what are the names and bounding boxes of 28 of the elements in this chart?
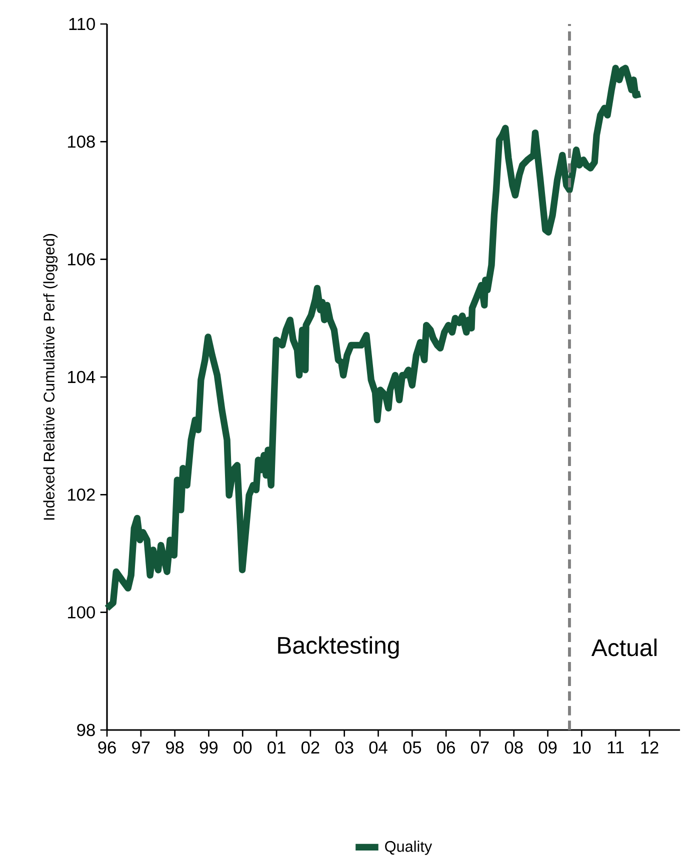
x-tick-label: 11	[608, 741, 624, 754]
y-tick-label: 104	[68, 370, 96, 384]
y-tick-label: 100	[68, 606, 95, 618]
x-tick-label: 01	[268, 741, 286, 754]
x-tick-label: 10	[573, 741, 591, 754]
x-tick-label: 04	[369, 741, 388, 754]
y-tick-label: 110	[69, 18, 95, 30]
x-tick-label: 07	[470, 741, 489, 754]
y-tick-label: 102	[68, 488, 95, 501]
x-tick-label: 99	[200, 741, 218, 754]
annotation: Actual	[591, 638, 656, 656]
x-tick-label: 08	[504, 741, 523, 754]
y-tick-label: 106	[68, 253, 95, 266]
x-tick-label: 09	[538, 741, 557, 754]
x-tick-label: 06	[437, 741, 455, 754]
y-tick-label: 108	[68, 136, 95, 148]
x-tick-label: 12	[641, 741, 658, 754]
annotation: Backtesting	[278, 636, 399, 659]
x-tick-label: 96	[98, 741, 116, 754]
x-tick-label: 02	[301, 741, 320, 754]
x-tick-label: 03	[335, 741, 354, 754]
y-axis-title: Indexed Relative Cumulative Perf (logged)	[43, 234, 58, 520]
x-tick-label: 00	[234, 741, 252, 754]
x-tick-label: 97	[132, 741, 150, 754]
x-tick-label: 05	[403, 741, 422, 754]
x-tick-label: 98	[166, 741, 184, 754]
y-tick-label: 98	[77, 724, 95, 736]
legend-label: Quality	[385, 840, 432, 855]
